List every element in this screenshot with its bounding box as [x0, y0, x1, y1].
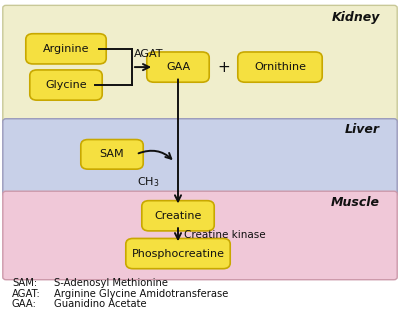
Text: Liver: Liver [345, 123, 380, 136]
FancyBboxPatch shape [142, 201, 214, 231]
Text: Arginine Glycine Amidotransferase: Arginine Glycine Amidotransferase [54, 289, 228, 299]
Text: Muscle: Muscle [331, 196, 380, 209]
Text: Arginine: Arginine [43, 44, 89, 54]
FancyBboxPatch shape [30, 70, 102, 100]
Text: AGAT: AGAT [134, 49, 164, 59]
Text: Ornithine: Ornithine [254, 62, 306, 72]
Text: AGAT:: AGAT: [12, 289, 41, 299]
FancyBboxPatch shape [81, 140, 143, 169]
FancyBboxPatch shape [3, 191, 397, 280]
Text: GAA: GAA [166, 62, 190, 72]
Text: Kidney: Kidney [332, 11, 380, 24]
Text: Creatine kinase: Creatine kinase [184, 230, 266, 240]
Text: SAM:: SAM: [12, 278, 37, 289]
Text: Creatine: Creatine [154, 211, 202, 221]
FancyBboxPatch shape [26, 34, 106, 64]
FancyBboxPatch shape [147, 52, 209, 82]
Text: SAM: SAM [100, 149, 124, 159]
FancyBboxPatch shape [3, 119, 397, 196]
FancyBboxPatch shape [3, 5, 397, 124]
Text: Guanidino Acetate: Guanidino Acetate [54, 299, 147, 309]
Text: GAA:: GAA: [12, 299, 37, 309]
Text: Glycine: Glycine [45, 80, 87, 90]
Text: Phosphocreatine: Phosphocreatine [132, 249, 224, 259]
FancyBboxPatch shape [126, 238, 230, 269]
FancyBboxPatch shape [238, 52, 322, 82]
Text: CH$_3$: CH$_3$ [137, 175, 159, 189]
Text: +: + [217, 60, 230, 75]
Text: S-Adenosyl Methionine: S-Adenosyl Methionine [54, 278, 168, 289]
